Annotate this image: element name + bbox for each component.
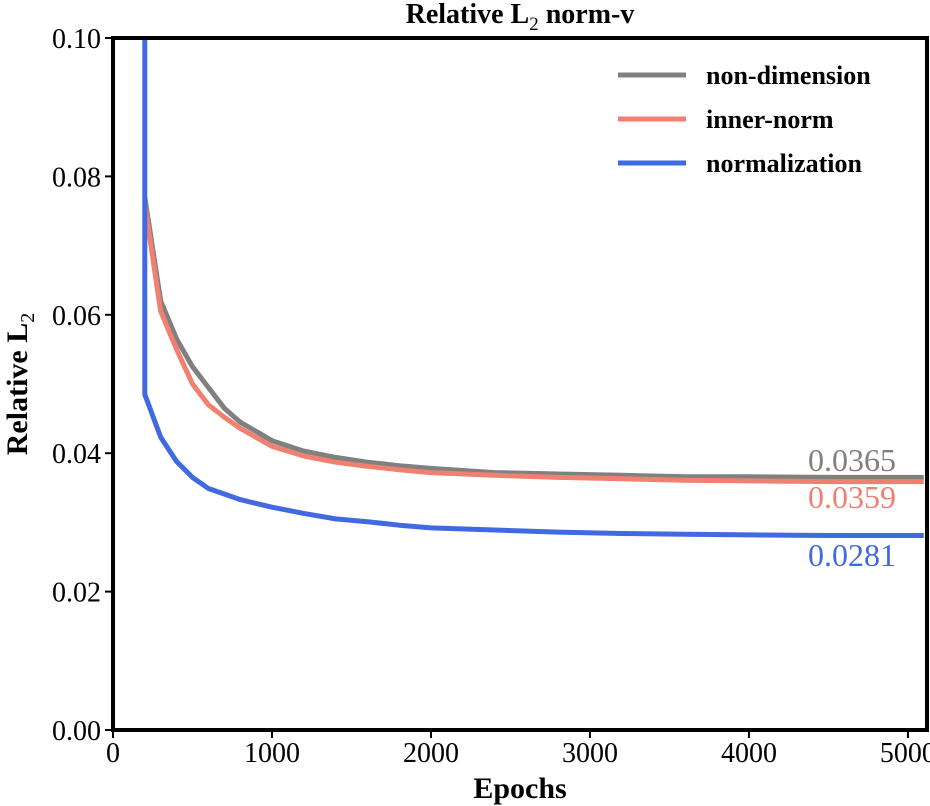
- final-value-inner-norm: 0.0359: [808, 479, 896, 515]
- y-tick-label: 0.06: [52, 301, 101, 332]
- x-axis-title: Epochs: [473, 772, 566, 805]
- series-line-non-dimension: [142, 196, 924, 480]
- final-value-normalization: 0.0281: [808, 537, 896, 573]
- x-tick-label: 1000: [244, 738, 300, 769]
- x-tick-label: 5000: [880, 738, 930, 769]
- x-tick-label: 0: [106, 738, 120, 769]
- axis-ticks: 0 1000 2000 3000 4000 5000 0.00 0.02 0.04 0.06 0.0…: [52, 24, 930, 769]
- chart-title: Relative L2 norm-v: [406, 0, 635, 35]
- series-line-inner-norm: [142, 203, 924, 485]
- plot-frame: [111, 36, 929, 732]
- final-value-non-dimension: 0.0365: [808, 442, 896, 478]
- legend-label-normalization: normalization: [706, 149, 863, 178]
- y-tick-label: 0.04: [52, 439, 101, 470]
- x-tick-label: 3000: [562, 738, 618, 769]
- x-tick-label: 4000: [721, 738, 777, 769]
- legend-label-inner-norm: inner-norm: [706, 105, 834, 134]
- x-tick-label: 2000: [403, 738, 459, 769]
- y-tick-label: 0.02: [52, 578, 101, 609]
- series-lines: [142, 38, 924, 538]
- y-axis-title: Relative L2: [1, 313, 39, 455]
- y-tick-label: 0.10: [52, 24, 101, 55]
- series-line-normalization: [142, 38, 924, 538]
- y-tick-label: 0.08: [52, 162, 101, 193]
- y-tick-label: 0.00: [52, 716, 101, 747]
- legend-label-non-dimension: non-dimension: [706, 61, 871, 90]
- legend: non-dimension inner-norm normalization: [618, 61, 871, 178]
